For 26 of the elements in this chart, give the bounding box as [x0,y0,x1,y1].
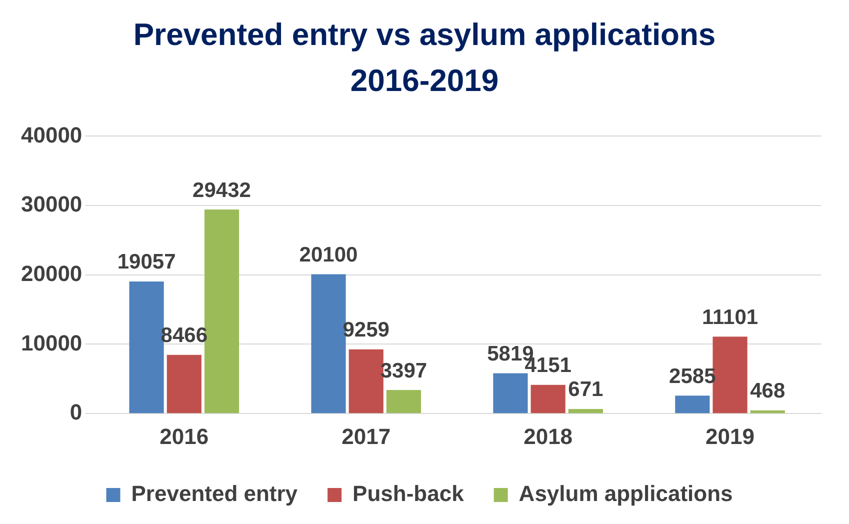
data-label: 19057 [117,250,176,274]
legend-label: Prevented entry [131,481,298,506]
data-label: 29432 [192,178,251,202]
data-label: 20100 [299,244,358,267]
y-tick-label: 30000 [20,192,82,217]
x-tick-label: 2018 [524,424,573,449]
legend-label: Push-back [352,481,465,506]
bar [530,384,566,414]
bar [493,373,528,414]
y-tick-label: 20000 [20,260,82,286]
chart-title: Prevented entry vs asylum applications 2016-2019 [132,16,717,100]
bar [750,410,785,414]
x-tick-label: 2017 [342,424,391,449]
legend-label: Asylum applications [518,481,733,506]
bar [166,354,202,414]
bar [675,396,710,414]
x-tick-label: 2019 [706,424,754,449]
bar [568,408,603,414]
y-tick-label: 10000 [20,330,82,356]
x-tick-label: 2016 [160,424,209,449]
data-label: 468 [750,380,786,403]
y-tick-label: 0 [70,400,82,425]
data-label: 11101 [702,306,758,329]
data-label: 671 [568,378,604,402]
y-tick-label: 40000 [20,122,82,148]
bar [386,390,422,414]
